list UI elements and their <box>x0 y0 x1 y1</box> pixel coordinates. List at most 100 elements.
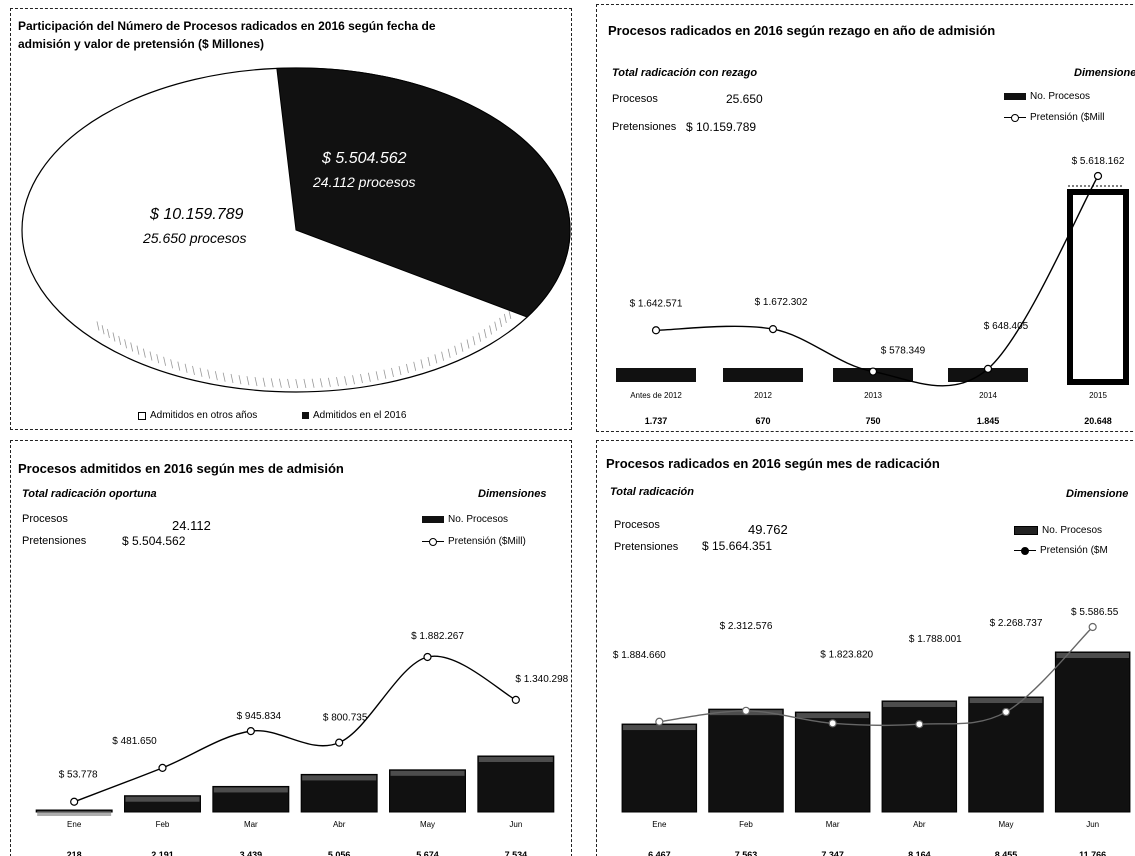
pie-rim-texture <box>230 373 234 384</box>
radicacion-bar-highlight <box>1056 653 1129 658</box>
radicacion-category-label: Mar <box>826 820 840 829</box>
radicacion-legend-line-label: Pretensión ($M <box>1040 545 1108 556</box>
admitidos-legend-line: Pretensión ($Mill) <box>422 536 526 547</box>
rezago-pretension-label: $ 648.405 <box>984 321 1029 332</box>
pie-rim-texture <box>460 342 464 352</box>
pie-rim-texture <box>472 336 476 346</box>
rezago-pretension-point <box>983 364 993 373</box>
radicacion-category-label: May <box>998 820 1013 829</box>
pie-rim-texture <box>118 335 122 346</box>
admitidos-subtitle: Total radicación oportuna <box>22 488 157 500</box>
rezago-category-label: 2014 <box>979 391 997 400</box>
rezago-panel-frame <box>596 4 1135 432</box>
rezago-pretension-label: $ 1.642.571 <box>630 298 683 309</box>
rezago-pretension-line <box>655 175 1099 387</box>
admitidos-pretension-point <box>246 727 255 736</box>
pie-rim-texture <box>192 365 195 375</box>
radicacion-pretension-label: $ 5.586.55 <box>1071 607 1119 618</box>
pie-rim-texture <box>287 378 290 389</box>
pie-rim-texture <box>214 371 218 381</box>
radicacion-pretension-point <box>1088 622 1097 632</box>
pie-legend-2016: Admitidos en el 2016 <box>302 410 406 421</box>
rezago-legend-line-label: Pretensión ($Mill <box>1030 112 1105 123</box>
pie-rim-texture <box>375 371 379 381</box>
pie-rim-texture <box>327 377 331 387</box>
admitidos-count-label: 2.191 <box>151 850 174 856</box>
radicacion-bar <box>794 711 871 813</box>
admitidos-pretension-point <box>335 738 344 747</box>
pie-rim-texture <box>427 356 431 367</box>
radicacion-bar-highlight <box>883 701 956 707</box>
rezago-bar <box>948 368 1028 382</box>
radicacion-pretension-point <box>655 717 664 726</box>
radicacion-category-label: Ene <box>652 820 667 829</box>
radicacion-legend-bars: No. Procesos <box>1014 525 1102 536</box>
pie-rim-texture <box>352 375 355 385</box>
admitidos-legend-bars-swatch <box>422 516 444 523</box>
rezago-legend-line-swatch <box>1004 113 1026 122</box>
admitidos-category-label: Feb <box>156 820 170 829</box>
admitidos-category-label: Abr <box>333 820 346 829</box>
rezago-legend-bars: No. Procesos <box>1004 91 1090 102</box>
radicacion-category-label: Jun <box>1086 820 1099 829</box>
pie-rim-texture <box>222 372 226 382</box>
rezago-pretensiones-value: $ 10.159.789 <box>686 120 757 134</box>
rezago-count-label: 750 <box>865 416 880 426</box>
pie-rim-texture <box>447 348 451 358</box>
admitidos-bar-highlight <box>125 796 200 802</box>
admitidos-pretensiones-label: Pretensiones <box>22 535 87 547</box>
pie-rim-texture <box>489 325 492 335</box>
admitidos-pretension-label: $ 1.340.298 <box>515 674 568 685</box>
pie-rim-texture <box>177 361 181 371</box>
radicacion-panel: Procesos radicados en 2016 según mes de … <box>596 440 1135 856</box>
pie-rim-texture <box>163 356 167 366</box>
radicacion-count-label: 6.467 <box>648 850 671 856</box>
radicacion-pretensiones-value: $ 15.664.351 <box>702 539 773 553</box>
admitidos-category-label: Jun <box>509 820 522 829</box>
admitidos-count-label: 5.674 <box>416 850 439 856</box>
pie-rim-texture <box>149 351 153 361</box>
radicacion-pretension-label: $ 1.884.660 <box>613 650 666 661</box>
radicacion-count-label: 8.164 <box>908 850 931 856</box>
radicacion-title: Procesos radicados en 2016 según mes de … <box>606 456 940 471</box>
pie-title-line1: Participación del Número de Procesos rad… <box>18 19 436 33</box>
rezago-subtitle: Total radicación con rezago <box>612 67 758 79</box>
admitidos-bar-highlight <box>478 757 553 762</box>
admitidos-pretension-label: $ 1.882.267 <box>411 631 464 642</box>
rezago-category-label: Antes de 2012 <box>630 391 682 400</box>
rezago-pretension-point <box>768 325 778 334</box>
pie-slice-2016 <box>276 67 571 318</box>
admitidos-bar-highlight <box>213 787 288 793</box>
admitidos-dimensiones: Dimensiones <box>478 488 547 500</box>
admitidos-bar <box>300 773 378 813</box>
radicacion-pretension-label: $ 2.312.576 <box>720 621 773 632</box>
admitidos-legend-bars-label: No. Procesos <box>448 514 509 525</box>
rezago-category-label: 2015 <box>1089 391 1107 400</box>
radicacion-category-label: Feb <box>739 820 753 829</box>
pie-rim-texture <box>170 359 174 369</box>
radicacion-panel-frame <box>596 440 1135 856</box>
pie-rim-texture <box>96 321 100 331</box>
pie-rim-texture <box>413 361 417 371</box>
pie-rim-texture <box>420 359 424 369</box>
admitidos-legend-line-label: Pretensión ($Mill) <box>448 536 526 547</box>
radicacion-legend-bars-label: No. Procesos <box>1042 525 1103 536</box>
rezago-pretensiones-label: Pretensiones <box>612 121 677 133</box>
admitidos-panel: Procesos admitidos en 2016 según mes de … <box>10 440 575 856</box>
admitidos-pretension-point <box>423 652 432 662</box>
admitidos-pretension-point <box>511 695 520 705</box>
pie-rim-texture <box>136 345 140 355</box>
pie-rim-texture <box>278 378 282 388</box>
radicacion-pretension-point <box>1001 707 1011 717</box>
rezago-category-label: 2013 <box>864 391 882 400</box>
admitidos-category-label: May <box>420 820 435 829</box>
pie-rim-texture <box>142 348 146 358</box>
rezago-bar <box>1067 189 1129 385</box>
radicacion-chart: Ene 6.467 Feb 7.563 Mar 7.347 Abr 8.164 May 8.455… <box>613 607 1131 856</box>
admitidos-panel-frame <box>10 440 572 856</box>
pie-rim-texture <box>262 377 266 387</box>
admitidos-pretension-point <box>158 763 167 772</box>
radicacion-pretension-label: $ 1.823.820 <box>820 649 873 660</box>
rezago-legend-bars-label: No. Procesos <box>1030 91 1091 102</box>
pie-rim-texture <box>270 378 274 388</box>
